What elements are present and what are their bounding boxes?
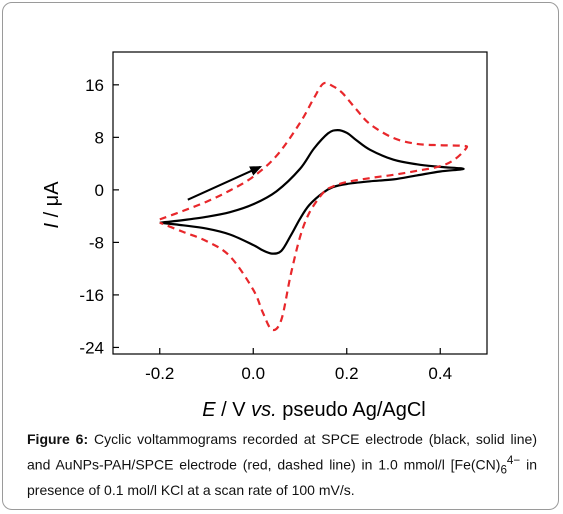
caption-label: Figure 6:: [27, 431, 89, 447]
cyclic-voltammogram-chart: -0.2 0.0 0.2 0.4 16 8 0 -8 -16 -24 E / V vs. pse…: [41, 51, 488, 421]
x-tick-label: -0.2: [145, 364, 174, 383]
figure-frame: [2, 2, 559, 510]
y-axis-label: I / μA: [41, 181, 63, 229]
y-axis-ticks: 16 8 0 -8 -16 -24: [79, 76, 119, 357]
plot-area: [112, 51, 488, 355]
y-tick-label: 16: [85, 76, 104, 95]
caption-text-end: in presence of 0.1 mol/l KCl at a scan r…: [27, 456, 537, 499]
y-tick-label: 0: [95, 181, 104, 200]
x-axis-ticks: -0.2 0.0 0.2 0.4: [145, 348, 452, 383]
caption-superscript: 4−: [506, 454, 521, 467]
solid-black-curve: [159, 128, 465, 255]
y-tick-label: -16: [79, 286, 104, 305]
caption-text: Cyclic voltammograms recorded at SPCE el…: [27, 431, 538, 473]
y-tick-label: 8: [95, 128, 104, 147]
figure-caption: Figure 6: Cyclic voltammograms recorded …: [27, 429, 537, 501]
x-tick-label: 0.4: [428, 364, 452, 383]
x-tick-label: 0.2: [335, 364, 359, 383]
x-axis-label: E / V vs. pseudo Ag/AgCl: [202, 399, 425, 421]
caption-subscript: 6: [500, 463, 507, 477]
x-tick-label: 0.0: [241, 364, 265, 383]
dashed-red-curve: [159, 81, 469, 332]
y-tick-label: -24: [79, 338, 104, 357]
scan-direction-arrow: [187, 165, 263, 201]
data-curves: [159, 81, 469, 332]
y-tick-label: -8: [89, 233, 104, 252]
